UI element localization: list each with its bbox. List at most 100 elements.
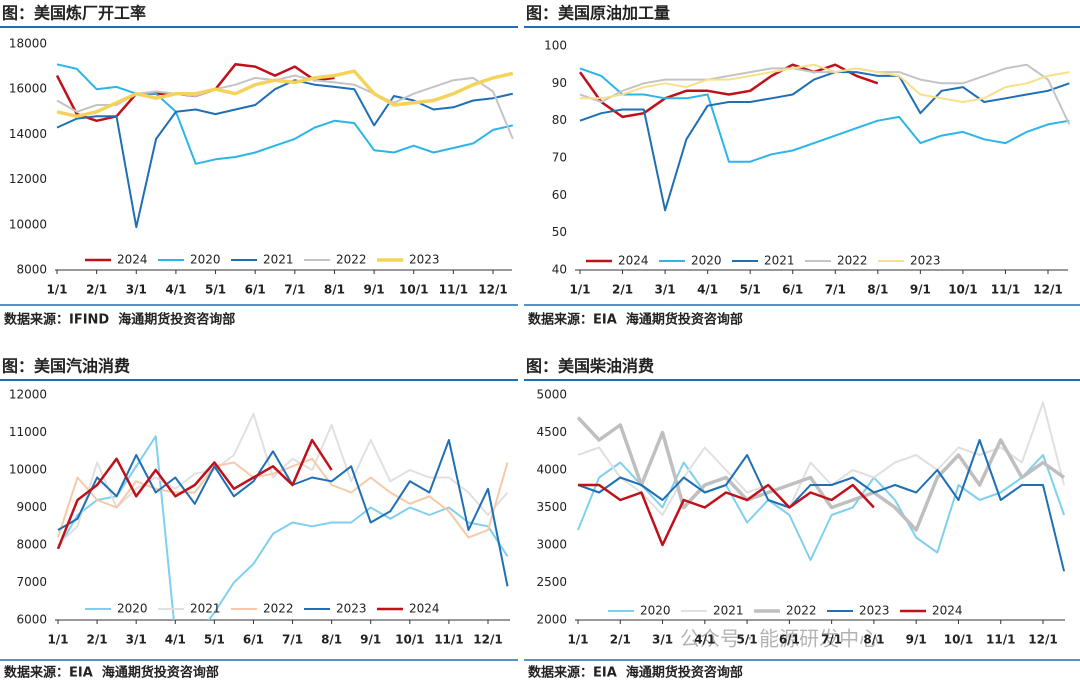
x-tick-label: 3/1 xyxy=(655,283,676,297)
x-tick-label: 8/1 xyxy=(867,283,888,297)
plot-area xyxy=(56,412,509,620)
legend-label: 2022 xyxy=(336,253,367,267)
legend-label: 2020 xyxy=(117,602,148,616)
x-tick-label: 6/1 xyxy=(245,283,266,297)
y-tick-label: 9000 xyxy=(16,500,47,514)
y-tick-label: 4500 xyxy=(536,425,567,439)
legend-label: 2024 xyxy=(618,254,649,268)
legend-label: 2023 xyxy=(336,602,367,616)
series-line xyxy=(577,439,1066,572)
x-tick-label: 12/1 xyxy=(1033,283,1062,297)
x-tick-label: 3/1 xyxy=(126,283,147,297)
y-tick-label: 80 xyxy=(552,113,567,127)
x-tick-label: 5/1 xyxy=(204,633,225,647)
y-tick-label: 40 xyxy=(552,263,567,277)
source-note: 数据来源：EIA 海通期货投资咨询部 xyxy=(528,665,743,681)
y-tick-label: 50 xyxy=(552,225,567,239)
x-tick-label: 6/1 xyxy=(782,283,803,297)
x-tick-label: 4/1 xyxy=(694,633,715,647)
y-tick-label: 2500 xyxy=(536,575,567,589)
legend-label: 2020 xyxy=(691,254,722,268)
x-tick-label: 1/1 xyxy=(46,283,67,297)
x-tick-label: 11/1 xyxy=(434,633,463,647)
legend-label: 2023 xyxy=(409,253,440,267)
series-line xyxy=(580,63,1070,103)
legend-label: 2020 xyxy=(190,253,221,267)
series-line xyxy=(57,439,509,587)
y-tick-label: 12000 xyxy=(9,172,47,186)
x-tick-label: 3/1 xyxy=(126,633,147,647)
series-line xyxy=(56,69,514,119)
y-tick-label: 18000 xyxy=(9,37,47,51)
x-tick-label: 8/1 xyxy=(863,633,884,647)
series-line xyxy=(579,71,1070,212)
y-tick-label: 8000 xyxy=(16,263,47,277)
y-tick-label: 12000 xyxy=(9,388,47,402)
plot-area xyxy=(55,63,514,229)
x-tick-label: 12/1 xyxy=(473,633,502,647)
x-tick-label: 6/1 xyxy=(779,633,800,647)
x-tick-label: 2/1 xyxy=(612,283,633,297)
legend-label: 2020 xyxy=(640,604,671,618)
x-tick-label: 9/1 xyxy=(360,633,381,647)
x-tick-label: 11/1 xyxy=(439,283,468,297)
x-tick-label: 12/1 xyxy=(1028,633,1057,647)
x-tick-label: 11/1 xyxy=(986,633,1015,647)
source-note: 数据来源：EIA 海通期货投资咨询部 xyxy=(528,312,743,328)
legend-label: 2021 xyxy=(713,604,744,618)
x-tick-label: 2/1 xyxy=(87,633,108,647)
chart-title: 图：美国柴油消费 xyxy=(526,357,654,376)
x-tick-label: 5/1 xyxy=(740,283,761,297)
series-line xyxy=(577,401,1066,516)
y-tick-label: 70 xyxy=(552,151,567,165)
legend-label: 2021 xyxy=(190,602,221,616)
y-tick-label: 60 xyxy=(552,188,567,202)
series-line xyxy=(56,63,514,165)
x-tick-label: 4/1 xyxy=(165,283,186,297)
y-tick-label: 11000 xyxy=(9,425,47,439)
y-tick-label: 5000 xyxy=(536,388,567,402)
y-tick-label: 10000 xyxy=(9,217,47,231)
y-tick-label: 6000 xyxy=(16,613,47,627)
legend-label: 2022 xyxy=(786,604,817,618)
x-tick-label: 1/1 xyxy=(567,633,588,647)
x-tick-label: 7/1 xyxy=(821,633,842,647)
chart-title: 图：美国汽油消费 xyxy=(2,357,130,376)
plot-area xyxy=(576,401,1066,572)
x-tick-label: 2/1 xyxy=(86,283,107,297)
y-tick-label: 100 xyxy=(544,39,567,53)
x-tick-label: 9/1 xyxy=(364,283,385,297)
x-tick-label: 11/1 xyxy=(991,283,1020,297)
y-tick-label: 3000 xyxy=(536,538,567,552)
watermark: 公众号 · 能源研发中心 xyxy=(680,627,879,651)
legend-label: 2024 xyxy=(932,604,963,618)
legend-label: 2021 xyxy=(764,254,795,268)
y-tick-label: 8000 xyxy=(16,538,47,552)
source-note: 数据来源：IFIND 海通期货投资咨询部 xyxy=(4,312,235,328)
legend-label: 2024 xyxy=(117,253,148,267)
y-tick-label: 16000 xyxy=(9,82,47,96)
series-line xyxy=(579,63,1071,125)
x-tick-label: 1/1 xyxy=(569,283,590,297)
chart-title: 图：美国炼厂开工率 xyxy=(2,4,146,23)
series-line xyxy=(56,79,514,229)
legend-label: 2023 xyxy=(859,604,890,618)
y-tick-label: 4000 xyxy=(536,463,567,477)
y-tick-label: 3500 xyxy=(536,500,567,514)
chart-title: 图：美国原油加工量 xyxy=(526,4,670,23)
x-tick-label: 10/1 xyxy=(944,633,973,647)
y-tick-label: 2000 xyxy=(536,613,567,627)
series-line xyxy=(578,63,879,119)
x-tick-label: 7/1 xyxy=(282,633,303,647)
x-tick-label: 3/1 xyxy=(652,633,673,647)
x-tick-label: 5/1 xyxy=(205,283,226,297)
x-tick-label: 12/1 xyxy=(478,283,507,297)
y-tick-label: 7000 xyxy=(16,575,47,589)
legend-label: 2021 xyxy=(263,253,294,267)
series-line xyxy=(577,454,1066,561)
x-tick-label: 10/1 xyxy=(948,283,977,297)
legend-label: 2024 xyxy=(409,602,440,616)
plot-area xyxy=(578,63,1071,212)
x-tick-label: 9/1 xyxy=(910,283,931,297)
